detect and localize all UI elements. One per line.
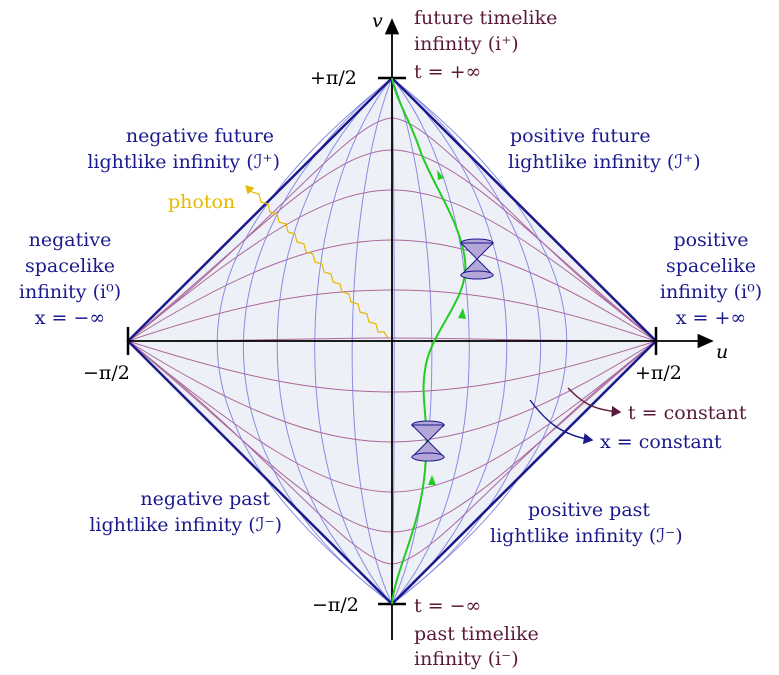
neg-spacelike-4: x = −∞	[35, 307, 105, 329]
pos-spacelike-1: positive	[673, 229, 748, 251]
neg-spacelike-3: infinity (i⁰)	[19, 281, 121, 303]
future-timelike-label-2: infinity (i⁺)	[414, 33, 519, 55]
past-timelike-label-1: t = −∞	[414, 595, 481, 617]
photon-path	[245, 185, 389, 339]
worldline-arrow-3	[437, 170, 444, 180]
neg-past-lightlike-1: negative past	[140, 488, 270, 510]
worldline	[391, 77, 467, 605]
pos-past-lightlike-2: lightlike infinity (ℐ⁻)	[490, 525, 683, 547]
v-top-tick-label: +π/2	[310, 67, 357, 89]
past-timelike-label-3: infinity (i⁻)	[414, 648, 519, 670]
u-right-tick-label: +π/2	[635, 362, 682, 384]
t-constant-arrow	[567, 387, 622, 418]
future-timelike-label-3: t = +∞	[414, 61, 481, 83]
pos-past-lightlike-1: positive past	[528, 499, 650, 521]
photon-label: photon	[168, 191, 235, 213]
worldline-arrow-1	[428, 475, 436, 485]
t-constant-label: t = constant	[628, 402, 747, 424]
v-bottom-tick-label: −π/2	[312, 594, 359, 616]
light-cone-lower	[410, 420, 446, 462]
pos-spacelike-3: infinity (i⁰)	[660, 281, 762, 303]
past-timelike-label-2: past timelike	[414, 623, 539, 645]
neg-spacelike-1: negative	[29, 229, 112, 251]
neg-future-lightlike-2: lightlike infinity (ℐ⁺)	[87, 151, 280, 173]
neg-future-lightlike-1: negative future	[126, 125, 274, 147]
future-timelike-label-1: future timelike	[414, 7, 557, 29]
neg-spacelike-2: spacelike	[25, 255, 115, 277]
worldline-arrow-2	[458, 308, 466, 319]
u-left-tick-label: −π/2	[83, 362, 130, 384]
u-axis-label: u	[716, 341, 728, 363]
pos-future-lightlike-2: lightlike infinity (ℐ⁺)	[508, 151, 701, 173]
pos-spacelike-2: spacelike	[666, 255, 756, 277]
x-constant-label: x = constant	[600, 431, 722, 453]
v-axis-label: v	[372, 10, 383, 32]
neg-past-lightlike-2: lightlike infinity (ℐ⁻)	[89, 514, 282, 536]
light-cone-upper	[459, 238, 495, 280]
pos-future-lightlike-1: positive future	[510, 125, 651, 147]
pos-spacelike-4: x = +∞	[676, 307, 746, 329]
x-constant-arrow	[529, 399, 594, 445]
